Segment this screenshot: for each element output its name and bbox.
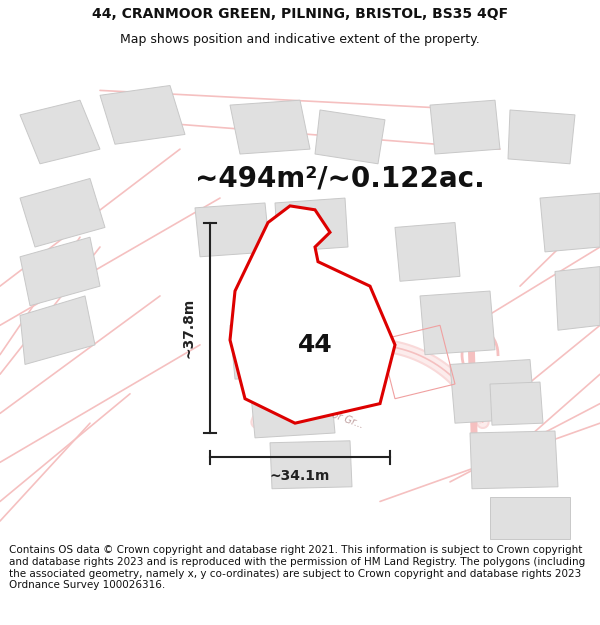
Polygon shape <box>490 382 543 425</box>
Polygon shape <box>230 206 395 423</box>
Polygon shape <box>20 100 100 164</box>
Polygon shape <box>508 110 575 164</box>
Polygon shape <box>555 267 600 330</box>
Polygon shape <box>20 179 105 247</box>
Polygon shape <box>230 100 310 154</box>
Text: ~37.8m: ~37.8m <box>181 298 195 358</box>
Polygon shape <box>270 441 352 489</box>
Text: 44: 44 <box>298 333 332 357</box>
Polygon shape <box>195 203 270 257</box>
Text: ~494m²/~0.122ac.: ~494m²/~0.122ac. <box>195 164 485 192</box>
Polygon shape <box>490 497 570 539</box>
Polygon shape <box>450 359 535 423</box>
Polygon shape <box>540 193 600 252</box>
Text: ~34.1m: ~34.1m <box>270 469 330 483</box>
Polygon shape <box>250 379 335 438</box>
Polygon shape <box>20 238 100 306</box>
Polygon shape <box>420 291 495 354</box>
Polygon shape <box>275 198 348 252</box>
Text: Map shows position and indicative extent of the property.: Map shows position and indicative extent… <box>120 34 480 46</box>
Polygon shape <box>20 296 95 364</box>
Polygon shape <box>100 86 185 144</box>
Polygon shape <box>430 100 500 154</box>
Polygon shape <box>230 321 315 379</box>
Polygon shape <box>315 110 385 164</box>
Text: Contains OS data © Crown copyright and database right 2021. This information is : Contains OS data © Crown copyright and d… <box>9 545 585 590</box>
Polygon shape <box>470 431 558 489</box>
Text: 44, CRANMOOR GREEN, PILNING, BRISTOL, BS35 4QF: 44, CRANMOOR GREEN, PILNING, BRISTOL, BS… <box>92 8 508 21</box>
Text: Cranmoor Gr...: Cranmoor Gr... <box>295 396 365 431</box>
Polygon shape <box>395 222 460 281</box>
